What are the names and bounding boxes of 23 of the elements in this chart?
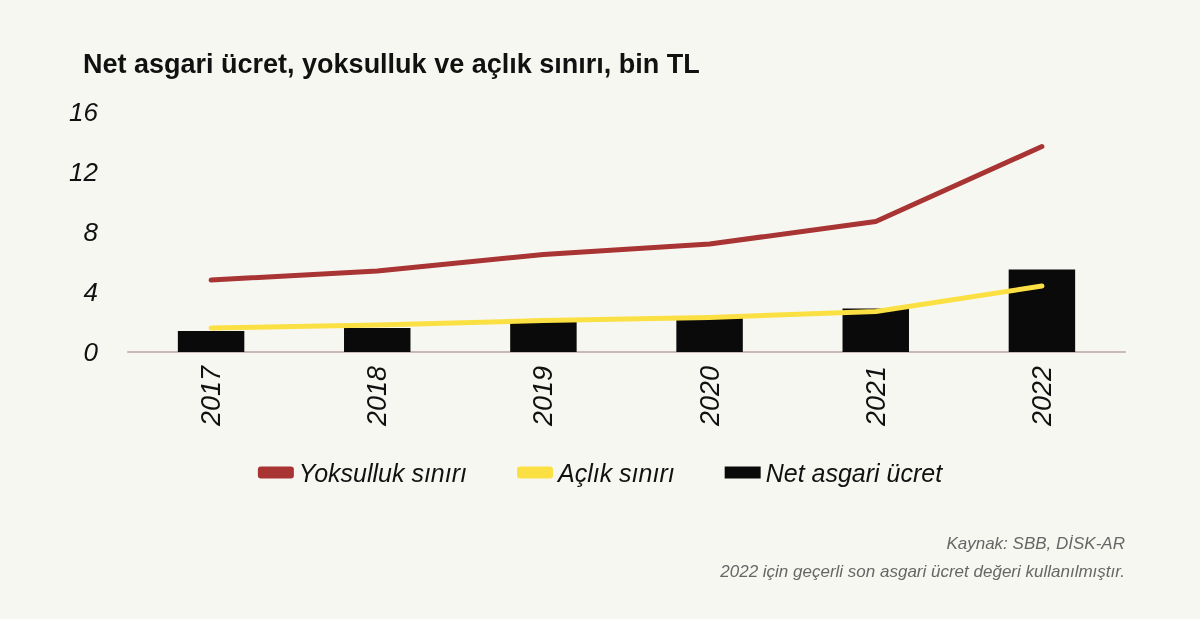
y-tick-label: 8 [83,217,99,247]
x-tick-label: 2018 [362,366,393,428]
legend-label: Net asgari ücret [765,458,944,487]
bar [177,331,245,352]
x-tick-label: 2020 [694,366,725,428]
y-tick-label: 16 [69,97,99,127]
x-tick-label: 2021 [860,366,891,428]
y-tick-label: 0 [83,337,99,367]
x-tick-label: 2022 [1026,366,1057,428]
bar [1008,269,1076,352]
bar [842,308,909,352]
bar [344,328,411,352]
chart-title: Net asgari ücret, yoksulluk ve açlık sınırı, bin TL [83,48,700,79]
legend-label: Yoksulluk sınırı [298,458,467,487]
y-tick-label: 12 [69,157,99,187]
x-tick-label: 2017 [196,365,227,428]
bar [510,322,577,352]
text: Kaynak: SBB, DİSK-AR [946,534,1125,553]
x-tick-label: 2019 [528,366,559,428]
legend-label: Açlık sınırı [555,458,675,487]
y-tick-label: 4 [83,277,98,307]
bar [676,317,743,352]
text: 2022 için geçerli son asgari ücret değeri kullanılmıştır. [719,562,1125,581]
